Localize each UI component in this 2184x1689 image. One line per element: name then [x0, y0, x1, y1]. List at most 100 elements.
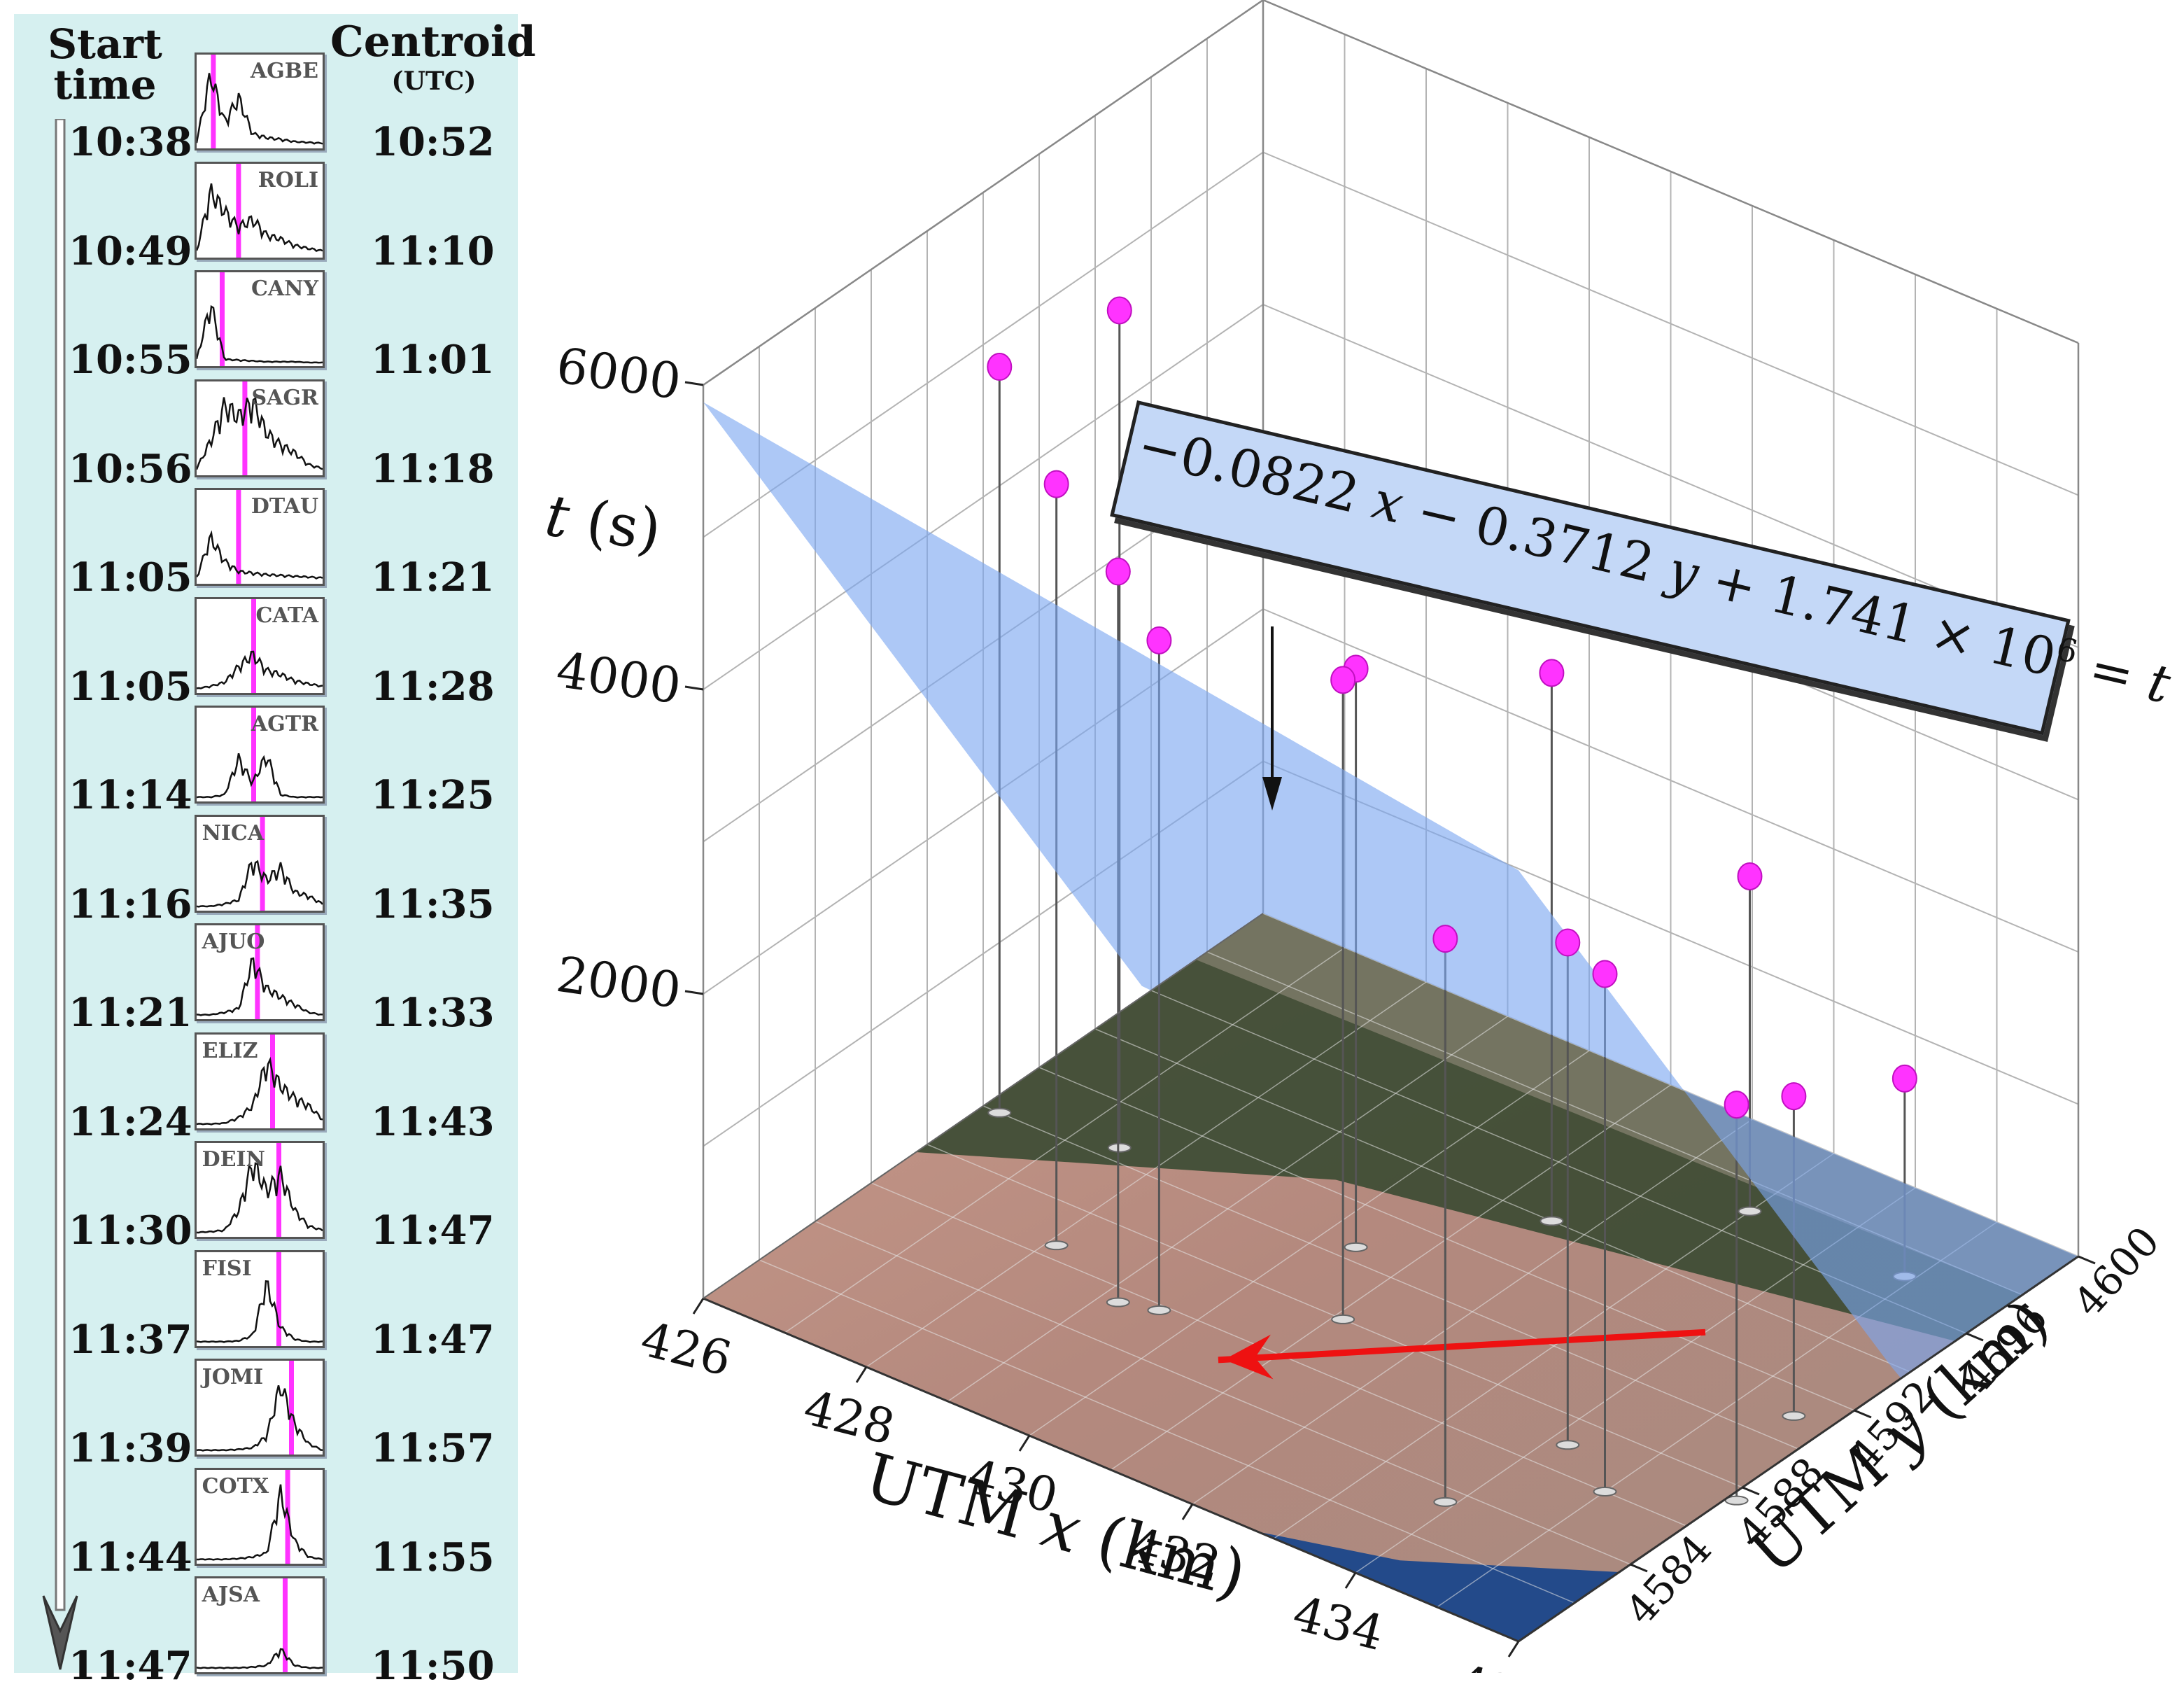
- station-code: NICA: [202, 820, 265, 846]
- forest-region: [916, 913, 2078, 1341]
- centroid-marker: [276, 1252, 281, 1346]
- station-point: [1105, 557, 1131, 586]
- table-row: NICA 11:16 11:35: [14, 814, 518, 927]
- centroid-marker: [242, 381, 248, 475]
- station-base: [1147, 1305, 1171, 1315]
- waveform-trace: [197, 752, 323, 799]
- table-row: AJUO 11:21 11:33: [14, 923, 518, 1036]
- centroid-time: 11:47: [371, 1316, 495, 1363]
- station-point: [1737, 862, 1763, 890]
- grid-line: [1262, 151, 2079, 496]
- table-row: AGTR 11:14 11:25: [14, 706, 518, 818]
- waveform-thumbnail: NICA: [195, 814, 325, 913]
- start-time-header: Start time: [28, 24, 182, 105]
- start-time: 11:39: [69, 1425, 192, 1471]
- station-point: [1891, 1064, 1917, 1093]
- start-time: 10:56: [69, 445, 192, 492]
- centroid-time: 11:55: [371, 1534, 495, 1581]
- centroid-time: 11:18: [371, 445, 495, 492]
- start-time: 10:38: [69, 119, 192, 165]
- x-tick-label: 434: [1288, 1586, 1389, 1662]
- waveform-trace: [197, 650, 323, 689]
- z-tick: [684, 990, 704, 995]
- station-code: AJSA: [202, 1583, 260, 1607]
- grid-line: [703, 304, 1264, 690]
- station-code: COTX: [202, 1473, 269, 1499]
- waveform-trace: [197, 73, 323, 145]
- y-tick: [1966, 1332, 1984, 1342]
- start-time: 11:05: [69, 554, 192, 601]
- waveform-trace: [197, 1385, 323, 1452]
- front-box-edges: [703, 913, 2079, 1643]
- grid-line: [1262, 608, 2079, 953]
- y-tick: [1630, 1563, 1648, 1573]
- waveform-thumbnail: COTX: [195, 1467, 325, 1566]
- centroid-marker: [236, 163, 241, 258]
- waveform-trace: [197, 304, 323, 364]
- waveform-trace: [197, 395, 323, 470]
- eq-op-minus: −: [1395, 477, 1484, 553]
- centroid-time: 11:10: [371, 227, 495, 274]
- centroid-marker: [251, 598, 256, 693]
- waveform-trace: [197, 957, 323, 1016]
- centroid-marker: [236, 490, 241, 584]
- waveform-trace: [197, 1648, 323, 1669]
- station-point: [1043, 470, 1069, 498]
- y-tick: [2078, 1255, 2096, 1265]
- table-row: FISI 11:37 11:47: [14, 1249, 518, 1363]
- centroid-marker: [220, 272, 225, 366]
- station-code: ELIZ: [202, 1038, 258, 1063]
- start-time: 11:44: [69, 1534, 192, 1581]
- x-tick: [1018, 1435, 1031, 1452]
- table-row: DEIN 11:30 11:47: [14, 1141, 518, 1254]
- floor-grid-line: [759, 1259, 1575, 1604]
- station-markers: [987, 296, 1917, 1119]
- front-edge: [1518, 1255, 2079, 1643]
- station-point: [1330, 666, 1356, 694]
- waveform-thumbnail: AJSA: [195, 1576, 325, 1674]
- y-tick: [1742, 1486, 1760, 1496]
- centroid-time: 10:52: [371, 119, 495, 165]
- station-base: [987, 1107, 1012, 1118]
- centroid-time: 11:28: [371, 663, 495, 710]
- centroid-marker: [285, 1469, 290, 1564]
- table-row: CATA 11:05 11:28: [14, 596, 518, 710]
- station-base: [1106, 1297, 1130, 1308]
- centroid-marker: [251, 708, 256, 801]
- station-point: [1146, 626, 1172, 654]
- centroid-marker: [276, 1143, 281, 1237]
- start-header-line1: Start: [48, 20, 162, 68]
- waveform-trace: [197, 183, 323, 252]
- station-point: [1724, 1091, 1749, 1119]
- station-code: SAGR: [251, 385, 319, 410]
- station-code: FISI: [202, 1256, 252, 1281]
- station-code: AGBE: [250, 59, 318, 83]
- waveform-thumbnail: DEIN: [195, 1141, 325, 1239]
- station-code: AJUO: [202, 930, 265, 954]
- station-base: [1540, 1216, 1564, 1226]
- frame-edge: [1262, 0, 2079, 344]
- table-row: CANY 10:55 11:01: [14, 270, 518, 383]
- z-tick-label: 6000: [553, 337, 684, 411]
- x-tick-label: 426: [635, 1312, 737, 1387]
- floor-grid-line: [1038, 1067, 1855, 1411]
- table-row: AJSA 11:47 11:50: [14, 1576, 518, 1689]
- x-tick: [1181, 1504, 1194, 1520]
- waveform-thumbnail: SAGR: [195, 379, 325, 477]
- start-time: 10:49: [69, 227, 192, 274]
- start-time: 11:05: [69, 663, 192, 710]
- station-point: [1106, 296, 1132, 325]
- waveform-thumbnail: ELIZ: [195, 1032, 325, 1130]
- centroid-time: 11:43: [371, 1098, 495, 1145]
- x-tick-label: 436: [1451, 1655, 1552, 1673]
- start-time: 10:55: [69, 337, 192, 383]
- start-header-line2: time: [53, 61, 157, 108]
- x-tick: [1344, 1572, 1357, 1589]
- waveform-thumbnail: CATA: [195, 596, 325, 695]
- start-time: 11:37: [69, 1316, 192, 1363]
- x-tick: [692, 1298, 705, 1315]
- station-code: JOMI: [202, 1365, 264, 1389]
- table-row: ELIZ 11:24 11:43: [14, 1032, 518, 1145]
- centroid-header: Centroid: [330, 17, 536, 66]
- y-tick: [1854, 1409, 1872, 1419]
